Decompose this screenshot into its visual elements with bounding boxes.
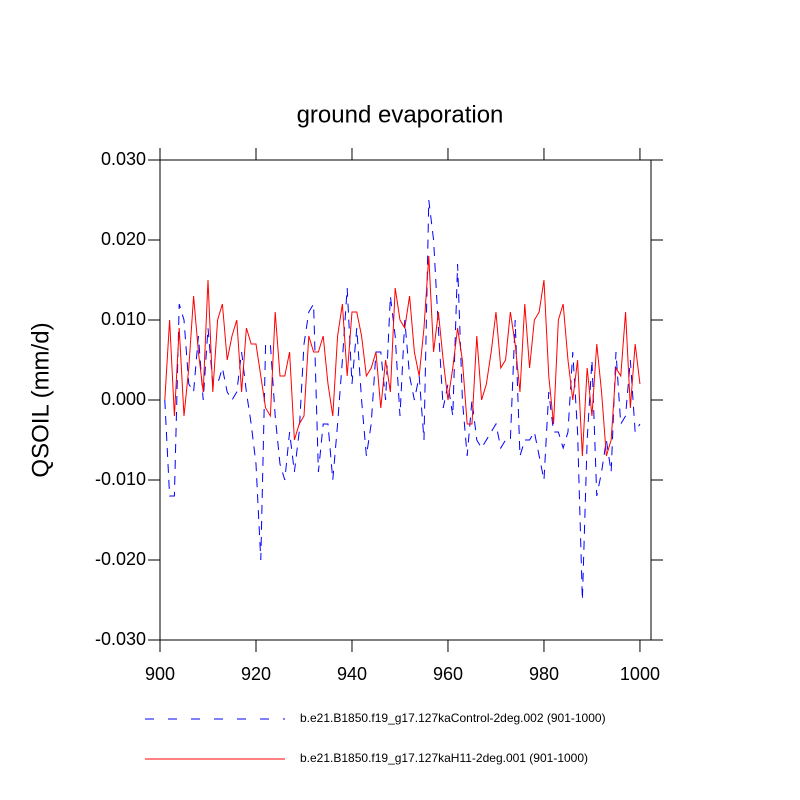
y-tick-label: 0.010 xyxy=(101,309,146,329)
series-line xyxy=(164,199,641,601)
y-tick-label: 0.020 xyxy=(101,229,146,249)
legend-label: b.e21.B1850.f19_g17.127kaControl-2deg.00… xyxy=(300,711,606,725)
y-tick-label: -0.030 xyxy=(95,629,146,649)
series-line xyxy=(164,255,641,457)
x-tick-label: 980 xyxy=(529,664,559,684)
y-tick-label: 0.030 xyxy=(101,149,146,169)
plot-frame xyxy=(159,159,652,641)
x-tick-label: 940 xyxy=(337,664,367,684)
x-tick-label: 1000 xyxy=(620,664,660,684)
chart-title: ground evaporation xyxy=(297,101,504,128)
y-tick-label: 0.000 xyxy=(101,389,146,409)
x-tick-label: 920 xyxy=(241,664,271,684)
legend-label: b.e21.B1850.f19_g17.127kaH11-2deg.001 (9… xyxy=(300,751,588,765)
y-tick-label: -0.010 xyxy=(95,469,146,489)
x-tick-label: 900 xyxy=(145,664,175,684)
y-axis-label: QSOIL (mm/d) xyxy=(27,322,54,477)
x-tick-label: 960 xyxy=(433,664,463,684)
y-tick-label: -0.020 xyxy=(95,549,146,569)
